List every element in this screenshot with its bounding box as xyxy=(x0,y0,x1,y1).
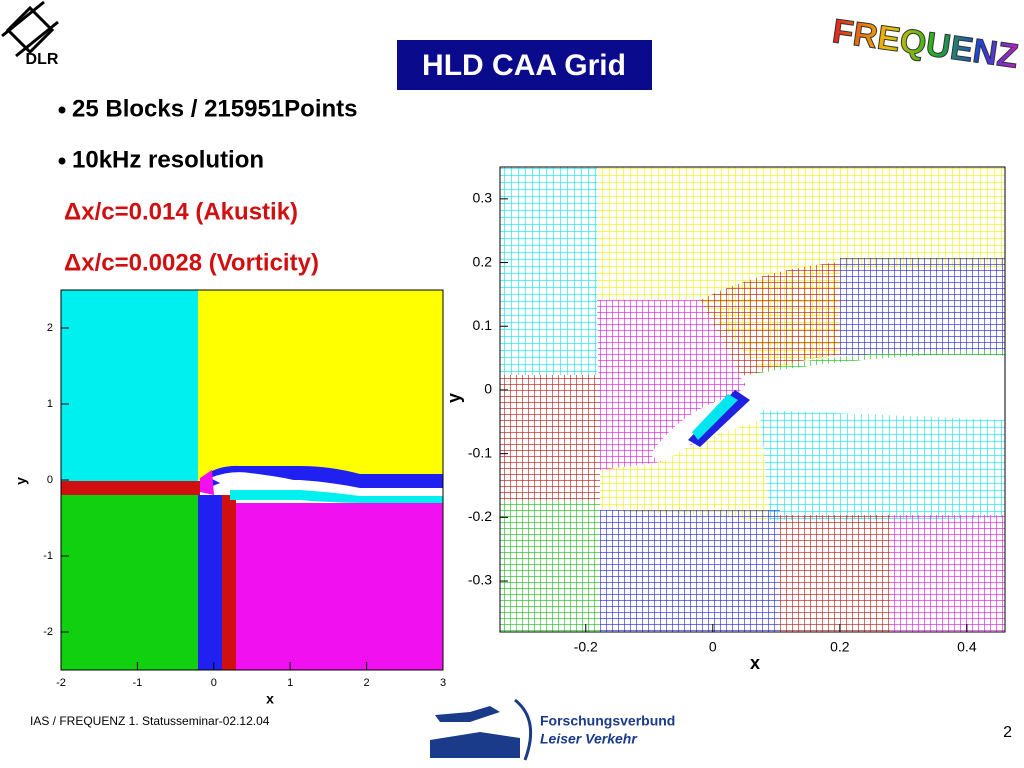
x-tick-label: -0.2 xyxy=(574,639,598,655)
x-tick-label: 0.4 xyxy=(957,639,977,655)
right-grid-blocks xyxy=(500,167,1005,632)
title-box xyxy=(397,40,652,90)
y-tick-label: 1 xyxy=(47,398,53,410)
partner-line: Forschungsverbund xyxy=(540,713,675,729)
y-tick-label: 0.2 xyxy=(473,253,493,269)
y-tick-label: 0.1 xyxy=(473,317,493,333)
x-tick-label: 0.2 xyxy=(830,639,850,655)
y-tick-label: -2 xyxy=(43,626,53,638)
footer-text: IAS / FREQUENZ 1. Statusseminar-02.12.04 xyxy=(30,714,270,728)
title: HLD CAA Grid xyxy=(422,49,626,82)
y-axis-label: y xyxy=(13,477,29,485)
partner-logo xyxy=(430,698,533,761)
y-tick-label: 0.3 xyxy=(473,190,493,206)
bullet-dot xyxy=(58,157,66,165)
plot-frame xyxy=(499,166,1006,633)
y-tick-label: 0 xyxy=(484,381,492,397)
x-tick-label: 2 xyxy=(364,677,370,689)
note: Δx/c=0.014 (Akustik) xyxy=(64,198,298,225)
x-tick-label: 3 xyxy=(440,677,446,689)
bullet-dot xyxy=(58,106,66,114)
x-tick-label: 0 xyxy=(709,639,717,655)
x-axis-label: x xyxy=(266,691,274,707)
x-axis-label: x xyxy=(750,653,760,673)
x-tick-label: -2 xyxy=(56,677,66,689)
x-tick-label: 0 xyxy=(211,677,217,689)
x-tick-label: -1 xyxy=(133,677,143,689)
bullet: 25 Blocks / 215951Points xyxy=(72,95,358,122)
y-axis-label: y xyxy=(444,393,464,403)
partner-line: Leiser Verkehr xyxy=(540,731,638,747)
frequenz-logo: FREQUENZ xyxy=(830,12,1020,76)
y-tick-label: -0.3 xyxy=(468,572,492,588)
bullet: 10kHz resolution xyxy=(72,146,264,173)
y-tick-label: -0.1 xyxy=(468,444,492,460)
dlr-logo xyxy=(1,0,59,58)
y-tick-label: 0 xyxy=(47,474,53,486)
y-tick-label: 2 xyxy=(47,322,53,334)
note: Δx/c=0.0028 (Vorticity) xyxy=(64,249,319,276)
y-tick-label: -0.2 xyxy=(468,508,492,524)
left-grid-blocks xyxy=(61,290,443,670)
x-tick-label: 1 xyxy=(287,677,293,689)
page-number: 2 xyxy=(1003,724,1012,741)
y-tick-label: -1 xyxy=(43,550,53,562)
logo-text: DLR xyxy=(26,51,59,68)
